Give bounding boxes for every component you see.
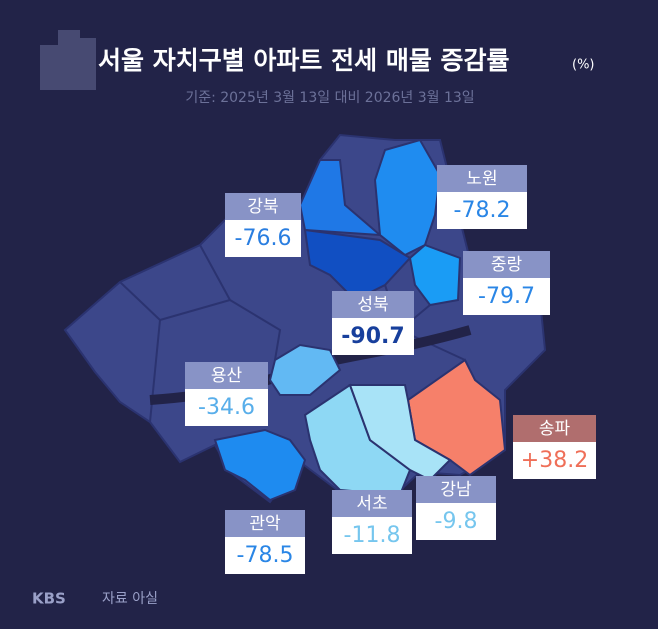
subtitle: 기준: 2025년 3월 13일 대비 2026년 3월 13일 [185, 90, 474, 106]
building-icon [40, 30, 96, 90]
label-header-box [437, 165, 527, 192]
label-header-box [332, 291, 414, 318]
district-name: 강북 [247, 197, 278, 217]
district-label: 송파 +38.2 [513, 415, 596, 479]
district-area [348, 384, 452, 482]
district-label: 강북 -76.6 [225, 193, 301, 257]
regions [213, 138, 507, 502]
district-name: 관악 [249, 514, 281, 534]
district-label: 용산 -34.6 [185, 362, 268, 426]
district-value: +38.2 [521, 448, 588, 473]
district-label: 성북 -90.7 [332, 291, 414, 355]
title: 서울 자치구별 아파트 전세 매물 증감률 [98, 46, 510, 75]
district-name: 중랑 [491, 255, 523, 275]
district-value: -79.7 [478, 284, 535, 309]
district-value: -11.8 [344, 523, 401, 548]
label-value-box [185, 389, 268, 426]
district-area [408, 243, 462, 307]
label-header-box [185, 362, 268, 389]
label-header-box [332, 490, 412, 517]
district-name: 송파 [539, 419, 571, 439]
district-label: 노원 -78.2 [437, 165, 527, 229]
label-value-box [332, 318, 414, 355]
label-value-box [463, 278, 550, 315]
district-label: 중랑 -79.7 [463, 251, 550, 315]
label-value-box [416, 503, 496, 540]
district-value: -78.5 [237, 543, 294, 568]
district-value: -78.2 [454, 198, 511, 223]
district-label: 강남 -9.8 [416, 476, 496, 540]
label-value-box [225, 537, 305, 574]
district-value: -34.6 [198, 395, 255, 420]
label-header-box [225, 193, 301, 220]
unit: (%) [572, 58, 595, 73]
district-label: 서초 -11.8 [332, 490, 412, 554]
label-header-box [513, 415, 596, 442]
logo: KBS [32, 590, 66, 608]
district-name: 용산 [211, 366, 243, 386]
district-value: -76.6 [235, 226, 292, 251]
label-value-box [437, 192, 527, 229]
district-area [268, 343, 342, 396]
label-header-box [416, 476, 496, 503]
label-value-box [332, 517, 412, 554]
source: 자료 아실 [102, 591, 158, 607]
district-value: -9.8 [435, 509, 478, 534]
label-header-box [463, 251, 550, 278]
label-value-box [225, 220, 301, 257]
labels: 강북-76.6 노원-78.2 중랑-79.7 성북-90.7 용산-34.6 … [185, 165, 596, 574]
district-value: -90.7 [341, 324, 404, 349]
label-value-box [513, 442, 596, 479]
label-header-box [225, 510, 305, 537]
district-name: 노원 [466, 169, 497, 189]
district-label: 관악 -78.5 [225, 510, 305, 574]
district-name: 성북 [357, 295, 388, 315]
district-name: 서초 [356, 494, 387, 514]
district-name: 강남 [440, 480, 472, 500]
district-area [213, 428, 307, 502]
